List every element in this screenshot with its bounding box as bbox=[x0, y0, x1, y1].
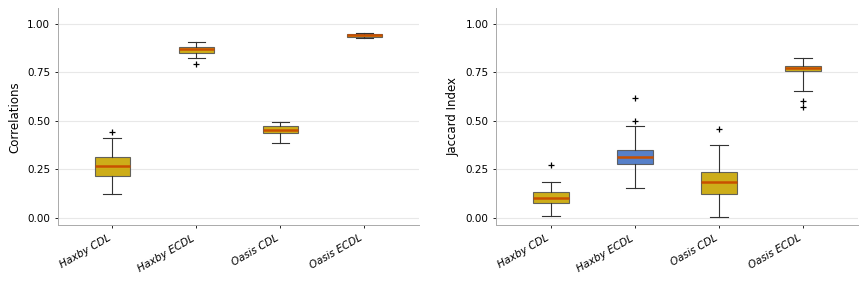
Y-axis label: Correlations: Correlations bbox=[9, 81, 22, 153]
PathPatch shape bbox=[785, 65, 821, 71]
PathPatch shape bbox=[346, 34, 382, 37]
PathPatch shape bbox=[94, 157, 130, 176]
PathPatch shape bbox=[701, 172, 737, 193]
Y-axis label: Jaccard Index: Jaccard Index bbox=[447, 78, 460, 157]
PathPatch shape bbox=[533, 191, 568, 203]
PathPatch shape bbox=[617, 150, 653, 164]
PathPatch shape bbox=[178, 47, 214, 52]
PathPatch shape bbox=[262, 126, 298, 133]
